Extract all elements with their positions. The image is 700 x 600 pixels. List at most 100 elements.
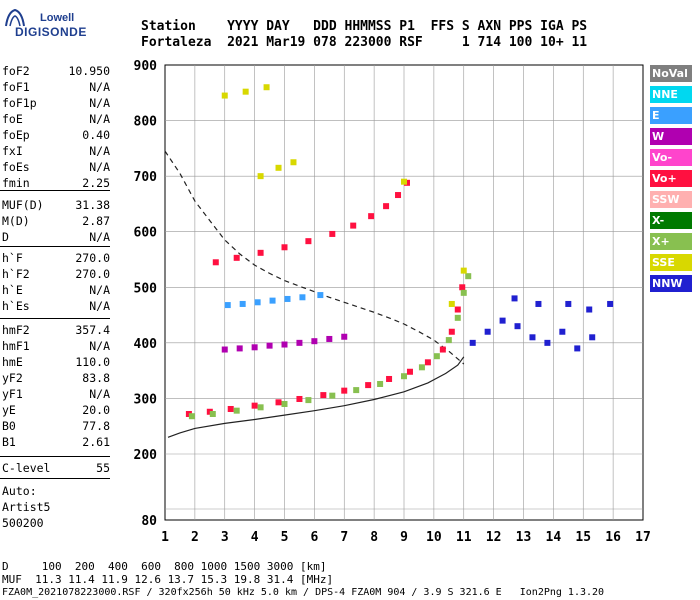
param-divider [0,456,110,457]
param-value: N/A [89,144,110,158]
trace-point [257,404,264,411]
param-name: hmE [2,355,23,369]
trace-point [269,297,276,304]
x-tick-label: 1 [161,530,169,545]
trace-point [281,400,288,407]
trace-point [511,295,518,302]
param-value: N/A [89,80,110,94]
legend-item: X+ [650,233,692,250]
param-value: 77.8 [82,419,110,433]
trace-point [329,230,336,237]
x-tick-label: 17 [635,530,651,545]
param-value: 2.61 [82,435,110,449]
param-name: yE [2,403,16,417]
trace-point [254,299,261,306]
x-tick-label: 9 [400,530,408,545]
trace-point [290,159,297,166]
param-value: 31.38 [75,198,110,212]
trace-point [257,173,264,180]
trace-point [418,364,425,371]
trace-point [350,222,357,229]
trace-point [341,387,348,394]
trace-point [386,375,393,382]
param-value: 2.25 [82,176,110,190]
trace-point [221,92,228,99]
param-value: N/A [89,112,110,126]
param-value: 270.0 [75,267,110,281]
trace-point [257,249,264,256]
x-tick-label: 8 [370,530,378,545]
param-value: 55 [96,461,110,475]
trace-point [251,402,258,409]
param-value: 357.4 [75,323,110,337]
param-name: foE [2,112,23,126]
digisonde-logo-icon [5,8,25,27]
param-name: B0 [2,419,16,433]
y-tick-label: 200 [134,448,158,463]
trace-point [448,328,455,335]
param-value: 0.40 [82,128,110,142]
legend-item: SSW [650,191,692,208]
param-value: N/A [89,96,110,110]
legend-item: E [650,107,692,124]
trace-point [227,405,234,412]
param-value: 2.87 [82,214,110,228]
footer-file-line: FZA0M_2021078223000.RSF / 320fx256h 50 k… [2,587,605,598]
x-tick-label: 15 [575,530,591,545]
trace-point [469,339,476,346]
model-curve [164,150,465,365]
trace-point [239,300,246,307]
legend-item: SSE [650,254,692,271]
trace-point [236,345,243,352]
trace-point [465,273,472,280]
param-name: foEs [2,160,30,174]
x-tick-label: 13 [516,530,532,545]
param-name: foF1p [2,96,37,110]
trace-point [311,338,318,345]
trace-point [266,342,273,349]
trace-point [377,380,384,387]
y-tick-label: 900 [134,59,158,74]
trace-point [514,323,521,330]
trace-point [460,267,467,274]
trace-point [484,328,491,335]
y-tick-label: 80 [141,514,157,529]
trace-point [251,344,258,351]
y-tick-label: 600 [134,226,158,241]
trace-point [353,387,360,394]
trace-point [233,407,240,414]
param-value: N/A [89,299,110,313]
param-value: N/A [89,283,110,297]
trace-point [233,254,240,261]
trace-point [281,341,288,348]
trace-point [454,306,461,313]
param-divider [0,478,110,479]
trace-point [368,213,375,220]
logo-top-text: Lowell [40,12,75,24]
param-divider [0,246,110,247]
trace-point [275,399,282,406]
trace-point [460,289,467,296]
param-value: N/A [89,387,110,401]
trace-point [296,339,303,346]
trace-point [565,300,572,307]
param-name: yF1 [2,387,23,401]
param-name: M(D) [2,214,30,228]
header-column-titles: Station YYYY DAY DDD HHMMSS P1 FFS S AXN… [141,19,588,34]
y-tick-label: 800 [134,115,158,130]
legend-item: Vo- [650,149,692,166]
param-name: MUF(D) [2,198,44,212]
x-tick-label: 10 [426,530,442,545]
trace-point [329,392,336,399]
param-name: yF2 [2,371,23,385]
trace-point [499,317,506,324]
param-value: 20.0 [82,403,110,417]
trace-point [326,335,333,342]
x-tick-label: 16 [605,530,621,545]
trace-point [383,203,390,210]
param-value: 270.0 [75,251,110,265]
param-name: hmF2 [2,323,30,337]
trace-point [242,88,249,95]
